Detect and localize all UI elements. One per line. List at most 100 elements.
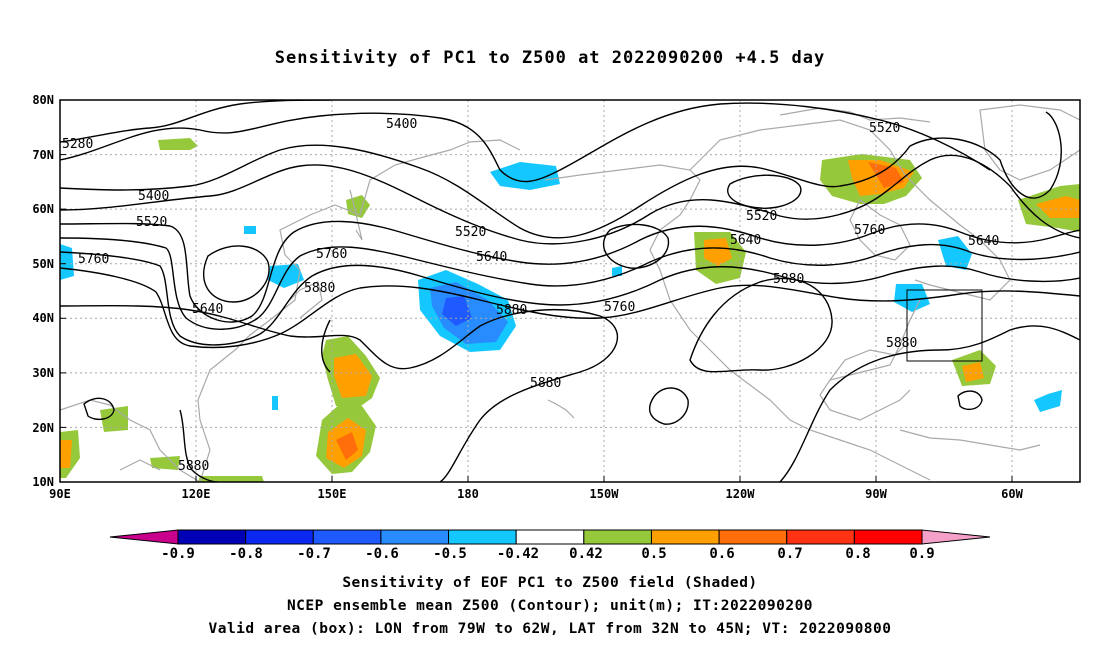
shade-cyan bbox=[60, 244, 74, 280]
shade-cyan bbox=[490, 162, 560, 190]
lat-label: 70N bbox=[32, 148, 54, 162]
contour-label: 5640 bbox=[730, 233, 761, 248]
colorbar-label: -0.8 bbox=[229, 546, 263, 562]
lon-label: 90W bbox=[865, 487, 887, 501]
contour-label: 5760 bbox=[316, 247, 347, 262]
contour-label: 5880 bbox=[178, 459, 209, 474]
colorbar-labels: -0.9 -0.8 -0.7 -0.6 -0.5 -0.42 0.42 0.5 … bbox=[161, 546, 935, 562]
colorbar-cell bbox=[177, 529, 247, 545]
lat-labels: 80N 70N 60N 50N 40N 30N 20N 10N bbox=[32, 93, 54, 489]
colorbar-label: 0.8 bbox=[845, 546, 870, 562]
caption-contour: NCEP ensemble mean Z500 (Contour); unit(… bbox=[286, 598, 814, 614]
contour-label: 5520 bbox=[455, 225, 486, 240]
coastline-kamchatka bbox=[349, 189, 363, 241]
contour-label: 5760 bbox=[604, 300, 635, 315]
colorbar-cell bbox=[583, 529, 652, 545]
lat-label: 40N bbox=[32, 311, 54, 325]
shade-cyan bbox=[272, 396, 278, 410]
contour-line bbox=[60, 304, 619, 482]
lat-label: 20N bbox=[32, 421, 54, 435]
colorbar-cell bbox=[650, 529, 720, 545]
coastline-japan bbox=[289, 281, 323, 319]
contour-label: 5640 bbox=[476, 250, 507, 265]
lon-label: 120E bbox=[182, 487, 211, 501]
colorbar-cell bbox=[718, 529, 788, 545]
coastline-north-america-west bbox=[649, 249, 931, 481]
contour-label: 5640 bbox=[192, 302, 223, 317]
contour-line bbox=[602, 223, 670, 269]
caption-shaded: Sensitivity of EOF PC1 to Z500 field (Sh… bbox=[342, 575, 758, 591]
colorbar-cell bbox=[786, 529, 855, 545]
contour-line bbox=[202, 245, 270, 303]
shaded-sensitivity bbox=[60, 138, 1080, 482]
contour-line bbox=[83, 397, 115, 421]
contour-label: 5880 bbox=[886, 336, 917, 351]
shade-blue bbox=[442, 296, 472, 326]
lon-label: 120W bbox=[726, 487, 756, 501]
lat-label: 30N bbox=[32, 366, 54, 380]
colorbar-label: -0.5 bbox=[433, 546, 467, 562]
colorbar-label: 0.9 bbox=[909, 546, 934, 562]
coastline-hawaii bbox=[547, 399, 575, 419]
contour-line bbox=[321, 319, 331, 373]
map-panel bbox=[60, 100, 1080, 482]
colorbar-label: -0.7 bbox=[297, 546, 331, 562]
contour-line bbox=[60, 267, 1080, 349]
contour-label: 5760 bbox=[854, 223, 885, 238]
coastline-east-asia bbox=[60, 399, 201, 482]
colorbar-cell bbox=[245, 529, 314, 545]
shade-orange bbox=[1036, 196, 1080, 218]
map-frame bbox=[59, 99, 1081, 483]
map-title: Sensitivity of PC1 to Z500 at 2022090200… bbox=[274, 48, 826, 68]
contour-line bbox=[60, 251, 1080, 346]
colorbar-cell bbox=[109, 529, 179, 545]
lon-label: 180 bbox=[457, 487, 479, 501]
lat-label: 60N bbox=[32, 202, 54, 216]
lon-label: 60W bbox=[1001, 487, 1023, 501]
colorbar-label: 0.42 bbox=[569, 546, 603, 562]
shade-green bbox=[150, 456, 180, 470]
coastline-greenland bbox=[979, 104, 1080, 181]
valid-area-box bbox=[906, 289, 983, 362]
lon-label: 150W bbox=[590, 487, 620, 501]
coastline-canada bbox=[689, 119, 1011, 301]
contour-label: 5760 bbox=[78, 252, 109, 267]
contour-line bbox=[60, 220, 1080, 323]
shade-orange bbox=[704, 238, 732, 266]
shade-orange bbox=[334, 354, 372, 398]
shade-cyan bbox=[938, 236, 972, 270]
contour-line bbox=[60, 154, 1080, 245]
lon-label: 150E bbox=[318, 487, 347, 501]
shade-darkorange bbox=[336, 432, 358, 460]
contour-label: 5880 bbox=[530, 376, 561, 391]
colorbar-label: 0.5 bbox=[641, 546, 666, 562]
contour-label: 5520 bbox=[869, 121, 900, 136]
coastline-pacific-islands bbox=[119, 459, 161, 471]
contour-label: 5520 bbox=[746, 209, 777, 224]
contour-labels: 5280 5400 5400 5520 5520 5520 5520 5640 … bbox=[62, 117, 999, 474]
colorbar-label: 0.7 bbox=[777, 546, 802, 562]
contour-label: 5280 bbox=[62, 137, 93, 152]
contour-label: 5640 bbox=[968, 234, 999, 249]
shade-cyan bbox=[1034, 390, 1062, 412]
shade-green bbox=[158, 138, 198, 150]
caption-valid-area: Valid area (box): LON from 79W to 62W, L… bbox=[208, 621, 892, 637]
shade-cyan bbox=[244, 226, 256, 234]
contour-line bbox=[779, 325, 1080, 482]
colorbar-cell bbox=[312, 529, 382, 545]
shade-cyan bbox=[612, 266, 622, 276]
lon-labels: 90E 120E 150E 180 150W 120W 90W 60W bbox=[49, 487, 1023, 501]
contour-label: 5880 bbox=[773, 272, 804, 287]
tick-marks bbox=[60, 99, 1013, 482]
contour-line bbox=[60, 102, 991, 183]
contour-label: 5880 bbox=[304, 281, 335, 296]
contour-label: 5520 bbox=[136, 215, 167, 230]
colorbar-label: -0.9 bbox=[161, 546, 195, 562]
lat-label: 10N bbox=[32, 475, 54, 489]
colorbar-cells bbox=[109, 529, 991, 545]
colorbar-cell bbox=[515, 529, 585, 545]
coastline-hudson bbox=[849, 199, 911, 261]
contour-label: 5400 bbox=[138, 189, 169, 204]
coastlines bbox=[60, 104, 1080, 482]
